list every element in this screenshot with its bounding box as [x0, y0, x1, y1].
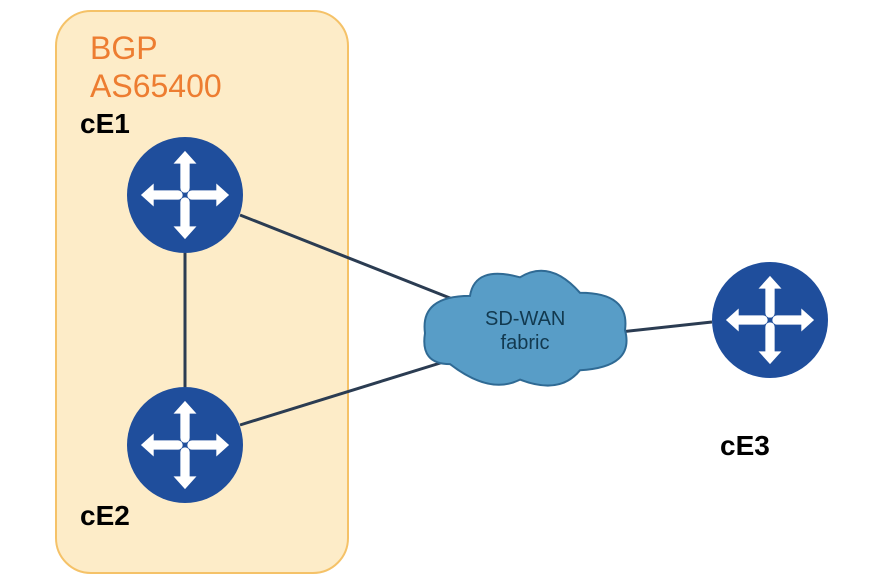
router-label-ce1: cE1 [80, 108, 130, 140]
cloud-label-line2: fabric [485, 332, 565, 355]
router-icon-ce3 [712, 262, 828, 378]
router-label-ce3: cE3 [720, 430, 770, 462]
link-cloud-cE3 [620, 322, 712, 332]
router-label-ce2: cE2 [80, 500, 130, 532]
as-label-line1: BGP [90, 30, 158, 67]
diagram-canvas: BGP AS65400 cE1 cE2 cE3 SD-WAN fabric [0, 0, 886, 586]
as-label-line2: AS65400 [90, 68, 222, 105]
cloud-label-line1: SD-WAN [485, 308, 565, 331]
